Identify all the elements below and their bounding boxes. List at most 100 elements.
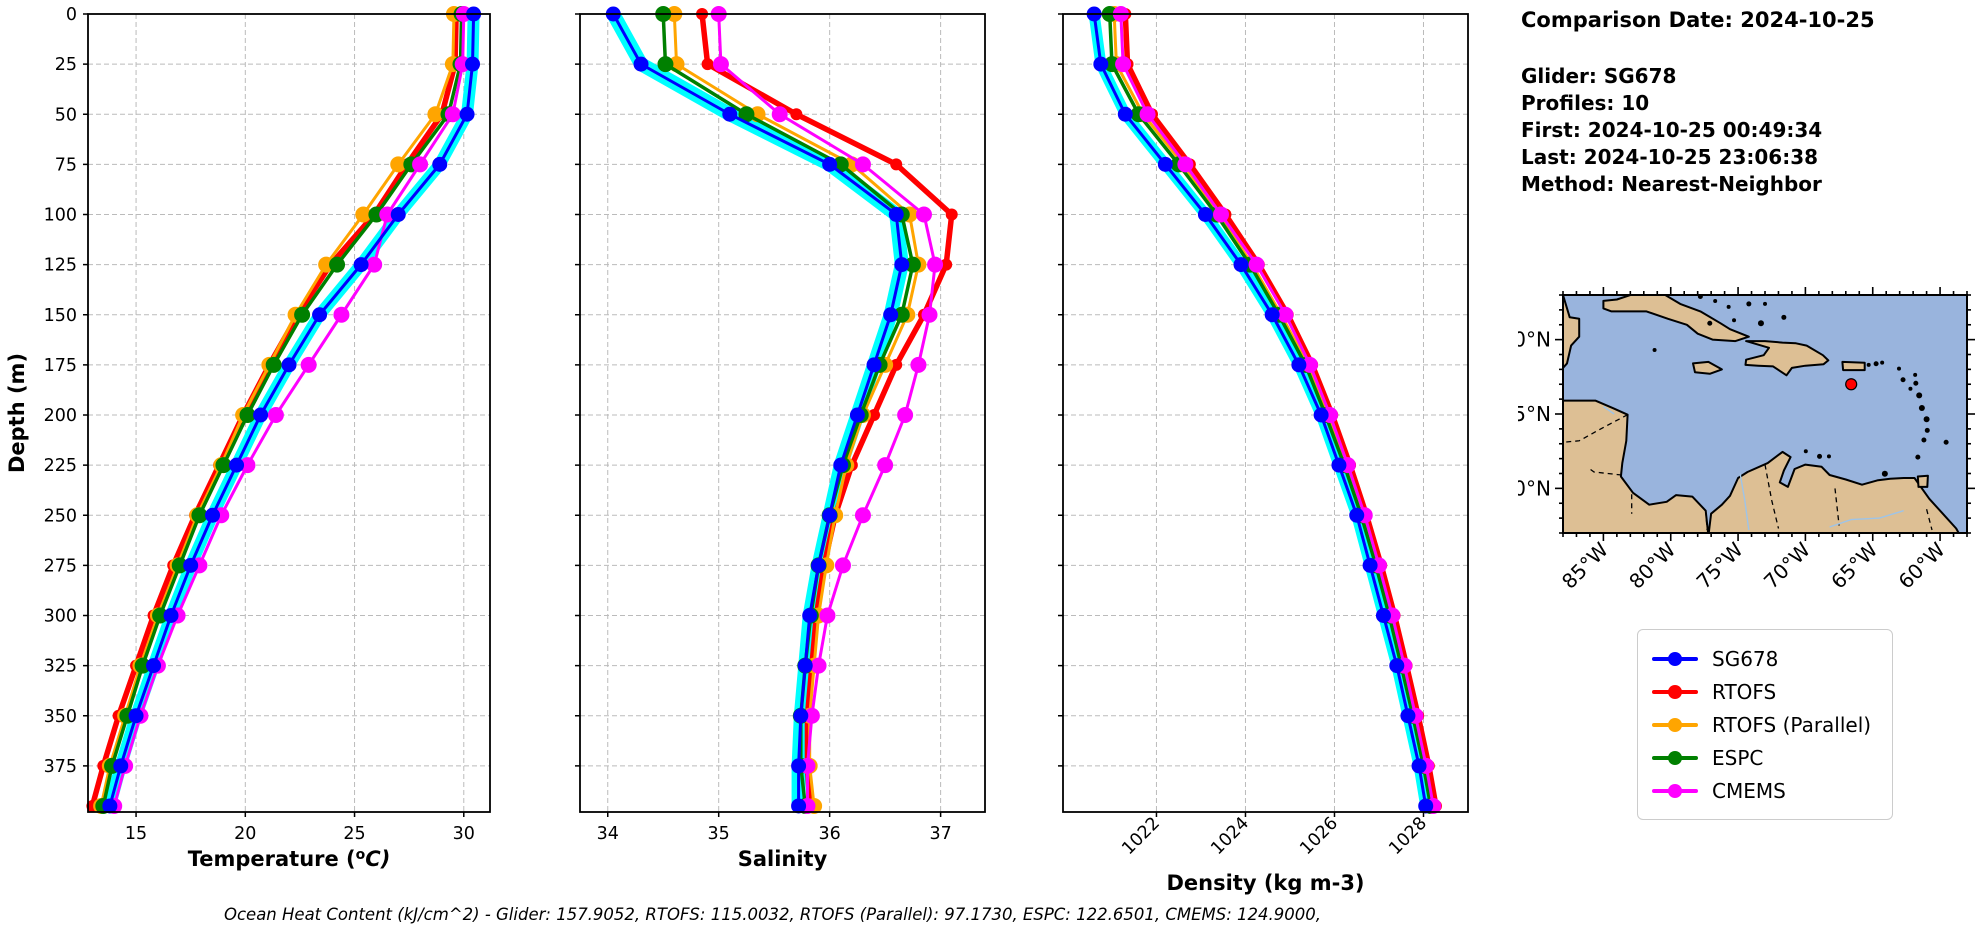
svg-text:75°W: 75°W — [1692, 537, 1748, 593]
markers-espc — [655, 6, 921, 814]
glider-location-marker — [1845, 378, 1858, 391]
tick-labels: 1022 1024 1026 1028 — [1118, 813, 1431, 859]
series-espc — [101, 12, 464, 808]
markers-sg678 — [102, 6, 482, 814]
svg-text:100: 100 — [44, 206, 77, 226]
svg-text:325: 325 — [44, 657, 77, 677]
svg-text:80°W: 80°W — [1624, 537, 1680, 593]
svg-text:150: 150 — [44, 306, 77, 326]
panel-density: 1022 1024 1026 1028 Density (kg m-3) — [1058, 6, 1469, 895]
ticks — [575, 13, 942, 817]
series-legend: SG678 RTOFS RTOFS (Parallel) ESPC CMEMS — [1637, 629, 1893, 820]
legend-swatch — [1652, 684, 1698, 700]
panel-frame — [579, 13, 986, 813]
map-ticks — [1555, 287, 1975, 541]
xlabel-temperature: Temperature (oC) — [188, 847, 391, 871]
legend-label: SG678 — [1712, 646, 1779, 671]
svg-text:60°W: 60°W — [1894, 537, 1950, 593]
series-sg678-raw-swath — [103, 8, 480, 812]
markers-sg678 — [1086, 6, 1434, 814]
series-sg678-raw-swath — [1088, 8, 1432, 812]
svg-text:15°N: 15°N — [1518, 402, 1551, 426]
svg-text:10°N: 10°N — [1518, 476, 1551, 500]
markers-sg678 — [605, 6, 910, 814]
svg-text:25: 25 — [55, 55, 77, 75]
glider-id-text: Glider: SG678 — [1521, 64, 1677, 88]
legend-swatch — [1652, 783, 1698, 799]
ocean-heat-content-text: Ocean Heat Content (kJ/cm^2) - Glider: 1… — [223, 905, 1321, 924]
profiles-count-text: Profiles: 10 — [1521, 91, 1650, 115]
panel-salinity: 34 35 36 37 Salinity — [575, 6, 986, 871]
location-map-inset: 20°N 15°N 10°N 85°W80°W75°W70°W65°W60°W — [1518, 287, 1975, 594]
ylabel-depth: Depth (m) — [5, 353, 29, 473]
svg-text:36: 36 — [819, 824, 841, 844]
grid — [580, 14, 985, 812]
legend-item-rtofs-parallel: RTOFS (Parallel) — [1652, 708, 1878, 741]
legend-label: CMEMS — [1712, 778, 1786, 803]
svg-text:300: 300 — [44, 607, 77, 627]
series-cmems — [112, 12, 466, 808]
xlabel-density: Density (kg m-3) — [1166, 871, 1364, 895]
svg-text:0: 0 — [66, 5, 77, 25]
svg-text:225: 225 — [44, 456, 77, 476]
legend-label: RTOFS (Parallel) — [1712, 712, 1872, 737]
panel-frame — [87, 13, 491, 813]
series-rtofs — [1122, 11, 1439, 809]
comparison-date-text: Comparison Date: 2024-10-25 — [1521, 8, 1875, 32]
legend-item-cmems: CMEMS — [1652, 774, 1878, 807]
legend-item-espc: ESPC — [1652, 741, 1878, 774]
svg-text:35: 35 — [708, 824, 730, 844]
legend-swatch — [1652, 750, 1698, 766]
svg-text:200: 200 — [44, 406, 77, 426]
legend-item-sg678: SG678 — [1652, 642, 1878, 675]
svg-text:125: 125 — [44, 256, 77, 276]
svg-text:70°W: 70°W — [1759, 537, 1815, 593]
svg-text:250: 250 — [44, 506, 77, 526]
markers-espc — [95, 6, 470, 814]
svg-text:1026: 1026 — [1296, 813, 1342, 859]
method-text: Method: Nearest-Neighbor — [1521, 172, 1822, 196]
tick-labels: 34 35 36 37 — [597, 824, 952, 844]
legend-label: RTOFS — [1712, 679, 1777, 704]
ticks — [1058, 13, 1425, 817]
svg-text:85°W: 85°W — [1557, 537, 1613, 593]
svg-text:15: 15 — [125, 824, 147, 844]
legend-label: ESPC — [1712, 745, 1764, 770]
svg-text:50: 50 — [55, 105, 77, 125]
svg-text:375: 375 — [44, 757, 77, 777]
map-borders — [1563, 414, 1933, 531]
map-rivers — [1603, 406, 1904, 531]
svg-text:25: 25 — [343, 824, 365, 844]
map-small-islands — [1652, 295, 1949, 477]
xlabel-salinity: Salinity — [738, 847, 828, 871]
series-sg678 — [108, 12, 476, 808]
panel-temperature: 15 20 25 3002550751001251501752002252502753… — [5, 5, 491, 871]
depth-profile-panels: 15 20 25 3002550751001251501752002252502753… — [5, 5, 1469, 895]
legend-swatch — [1652, 717, 1698, 733]
legend-item-rtofs: RTOFS — [1652, 675, 1878, 708]
svg-text:1024: 1024 — [1207, 813, 1253, 859]
svg-text:37: 37 — [929, 824, 951, 844]
svg-text:20°N: 20°N — [1518, 328, 1551, 352]
first-profile-time-text: First: 2024-10-25 00:49:34 — [1521, 118, 1823, 142]
svg-text:275: 275 — [44, 556, 77, 576]
svg-text:1022: 1022 — [1118, 813, 1164, 859]
svg-text:34: 34 — [597, 824, 619, 844]
svg-text:75: 75 — [55, 155, 77, 175]
svg-text:20: 20 — [234, 824, 256, 844]
svg-text:1028: 1028 — [1385, 813, 1431, 859]
comparison-info-block: Comparison Date: 2024-10-25 Glider: SG67… — [1521, 8, 1971, 198]
svg-text:175: 175 — [44, 356, 77, 376]
series-rtofs — [699, 11, 955, 809]
svg-text:350: 350 — [44, 707, 77, 727]
tick-labels: 15 20 25 3002550751001251501752002252502753… — [44, 5, 475, 844]
svg-text:30: 30 — [453, 824, 475, 844]
markers-rtofs — [1119, 8, 1442, 812]
svg-text:65°W: 65°W — [1826, 537, 1882, 593]
panel-frame — [1062, 13, 1469, 813]
legend-swatch — [1652, 651, 1698, 667]
markers-cmems — [106, 6, 472, 814]
markers-cmems — [710, 6, 944, 814]
last-profile-time-text: Last: 2024-10-25 23:06:38 — [1521, 145, 1819, 169]
